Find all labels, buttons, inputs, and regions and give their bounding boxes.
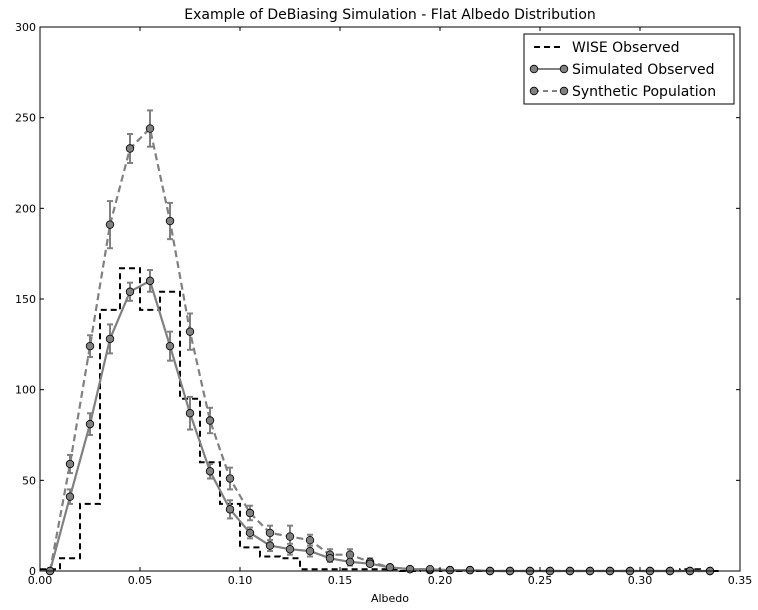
x-tick-label: 0.15 — [328, 574, 353, 587]
data-point-simulated-observed — [385, 563, 395, 572]
x-axis-label: Albedo — [371, 592, 409, 605]
data-point-synthetic-population — [165, 216, 175, 226]
legend-marker — [559, 86, 569, 96]
x-tick-label: 0.30 — [628, 574, 653, 587]
legend-marker — [559, 64, 569, 74]
x-tick-label: 0.05 — [128, 574, 153, 587]
data-point-simulated-observed — [425, 564, 435, 574]
data-point-simulated-observed — [85, 419, 95, 429]
data-point-synthetic-population — [205, 416, 215, 425]
data-point-simulated-observed — [165, 341, 175, 351]
data-point-synthetic-population — [65, 459, 75, 469]
data-point-synthetic-population — [265, 528, 275, 538]
data-point-simulated-observed — [105, 334, 115, 344]
series-wise-observed-line — [40, 267, 720, 572]
data-point-simulated-observed — [185, 409, 195, 418]
x-tick-label: 0.00 — [28, 574, 53, 587]
x-tick-label: 0.10 — [228, 574, 253, 587]
data-point-simulated-observed — [405, 564, 415, 574]
data-point-simulated-observed — [265, 541, 275, 550]
y-tick-label: 300 — [15, 21, 36, 34]
legend: WISE Observed Simulated Observed Synthetic… — [523, 33, 735, 105]
data-point-simulated-observed — [345, 557, 355, 567]
y-tick-label: 50 — [22, 474, 36, 487]
y-tick-label: 150 — [15, 293, 36, 306]
legend-label: Simulated Observed — [572, 62, 715, 78]
data-point-simulated-observed — [325, 554, 335, 563]
x-tick-label: 0.35 — [728, 574, 753, 587]
data-point-simulated-observed — [445, 565, 455, 575]
x-tick-label: 0.25 — [528, 574, 553, 587]
data-point-synthetic-population — [185, 327, 195, 336]
legend-marker — [529, 64, 539, 74]
x-tick-label: 0.20 — [428, 574, 453, 587]
data-point-synthetic-population — [105, 220, 115, 229]
data-point-simulated-observed — [125, 287, 135, 296]
data-point-synthetic-population — [145, 124, 155, 133]
y-tick-label: 0 — [29, 565, 36, 578]
data-point-simulated-observed — [145, 276, 155, 286]
legend-label: WISE Observed — [572, 40, 680, 56]
data-point-simulated-observed — [225, 505, 235, 514]
data-point-simulated-observed — [285, 545, 295, 554]
series-synthetic-population-line — [48, 126, 710, 573]
y-tick-label: 100 — [15, 384, 36, 397]
data-point-simulated-observed — [305, 546, 315, 556]
data-point-simulated-observed — [245, 528, 255, 538]
legend-label: Synthetic Population — [572, 84, 716, 100]
y-tick-label: 200 — [15, 202, 36, 215]
plot-area: 0.00 0.05 0.10 0.15 0.20 0.25 0.30 0.35 0 50 100 15… — [15, 21, 752, 587]
data-point-synthetic-population — [305, 535, 315, 545]
data-point-simulated-observed — [365, 559, 375, 568]
chart-title: Example of DeBiasing Simulation - Flat A… — [184, 7, 596, 23]
data-point-simulated-observed — [205, 467, 215, 476]
data-point-synthetic-population — [225, 474, 235, 483]
series-simulated-observed-line — [48, 279, 710, 573]
y-tick-label: 250 — [15, 112, 36, 125]
data-point-synthetic-population — [285, 532, 295, 541]
data-point-synthetic-population — [245, 508, 255, 518]
data-point-synthetic-population — [125, 144, 135, 153]
data-point-synthetic-population — [85, 341, 95, 351]
legend-marker — [529, 86, 539, 96]
data-point-simulated-observed — [65, 492, 75, 501]
plot-frame — [39, 26, 741, 572]
data-point-simulated-observed — [465, 565, 475, 575]
